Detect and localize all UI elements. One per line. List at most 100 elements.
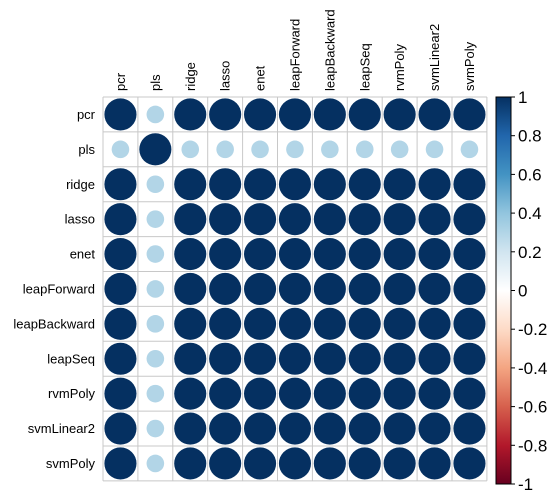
cell-svmPoly-pls (146, 454, 165, 473)
cell-pcr-leapForward (278, 98, 312, 131)
cell-pcr-lasso (209, 98, 242, 131)
cell-leapForward-pcr (104, 272, 137, 306)
cell-leapSeq-ridge (174, 342, 207, 375)
cell-pcr-pcr (104, 98, 137, 131)
row-label-lasso: lasso (65, 212, 95, 227)
cell-enet-lasso (209, 237, 242, 271)
cell-leapBackward-leapBackward (313, 307, 346, 340)
cell-enet-leapSeq (348, 237, 381, 271)
col-label-pcr: pcr (113, 72, 128, 91)
cell-ridge-enet (243, 168, 277, 201)
colorbar-tick-label: 0.4 (518, 204, 542, 223)
cell-pls-ridge (181, 140, 200, 159)
col-label-svmLinear2: svmLinear2 (427, 24, 442, 91)
cell-leapSeq-leapForward (278, 342, 312, 375)
row-label-svmPoly: svmPoly (46, 456, 96, 471)
cell-enet-leapBackward (313, 237, 346, 271)
cell-leapSeq-pls (146, 349, 165, 368)
cell-rvmPoly-pls (146, 384, 165, 403)
cell-pls-leapSeq (355, 140, 374, 159)
color-legend: 1 0.8 0.6 0.4 0.2 0 -0.2 -0.4 -0.6 -0.8 -1 (495, 88, 547, 494)
cell-pcr-leapSeq (348, 98, 381, 131)
cell-leapBackward-ridge (174, 307, 207, 340)
cell-rvmPoly-pcr (104, 377, 137, 410)
cell-leapSeq-svmLinear2 (418, 342, 451, 375)
cell-pcr-rvmPoly (383, 98, 416, 131)
cell-enet-enet (243, 237, 277, 271)
cell-svmLinear2-svmLinear2 (418, 412, 451, 445)
cell-pls-svmLinear2 (425, 140, 444, 159)
cell-pcr-leapBackward (313, 98, 346, 131)
cell-svmLinear2-pls (146, 419, 165, 438)
colorbar-tick-label: -1 (518, 475, 533, 494)
cell-leapBackward-svmLinear2 (418, 307, 451, 340)
cell-svmPoly-enet (243, 447, 277, 480)
cell-leapForward-lasso (209, 272, 242, 306)
colorbar-tick-label: 0 (518, 282, 527, 301)
cell-rvmPoly-leapForward (278, 377, 312, 410)
colorbar-tick-label: -0.8 (518, 436, 547, 455)
colorbar-tick-label: 0.8 (518, 127, 542, 146)
cell-leapForward-leapBackward (313, 272, 346, 306)
colorbar-tick-label: 1 (518, 88, 527, 107)
cell-leapSeq-leapSeq (348, 342, 381, 375)
cell-pcr-enet (243, 98, 277, 131)
colorbar-tick-label: 0.6 (518, 165, 542, 184)
cell-pls-leapForward (286, 140, 304, 159)
col-label-ridge: ridge (183, 62, 198, 91)
row-label-pcr: pcr (77, 107, 96, 122)
cell-rvmPoly-lasso (209, 377, 242, 410)
cell-svmPoly-pcr (104, 447, 137, 480)
cell-enet-rvmPoly (383, 237, 416, 271)
cell-leapForward-leapForward (278, 272, 312, 306)
cell-pls-rvmPoly (390, 140, 409, 159)
cell-svmPoly-svmLinear2 (418, 447, 451, 480)
column-labels: pcr pls ridge lasso enet leapForward leapBackw… (113, 9, 477, 91)
cell-rvmPoly-leapBackward (313, 377, 346, 410)
cell-svmPoly-leapBackward (313, 447, 346, 480)
cell-leapForward-leapSeq (348, 272, 381, 306)
col-label-svmPoly: svmPoly (462, 41, 477, 91)
row-label-leapSeq: leapSeq (47, 351, 95, 366)
colorbar-gradient (495, 96, 512, 485)
cell-ridge-leapSeq (348, 168, 381, 201)
cell-leapBackward-leapForward (278, 307, 312, 340)
row-label-leapBackward: leapBackward (13, 316, 95, 331)
colorbar-tick-label: -0.6 (518, 398, 547, 417)
cell-svmLinear2-enet (243, 412, 277, 445)
cell-leapSeq-rvmPoly (383, 342, 416, 375)
cell-enet-ridge (174, 237, 207, 271)
cell-lasso-leapForward (278, 203, 312, 236)
cell-svmLinear2-rvmPoly (383, 412, 416, 445)
col-label-lasso: lasso (218, 61, 233, 91)
cell-ridge-rvmPoly (383, 168, 416, 201)
cell-leapBackward-leapSeq (348, 307, 381, 340)
cell-leapBackward-pls (146, 315, 165, 333)
cell-lasso-pls (146, 210, 165, 228)
cell-lasso-rvmPoly (383, 203, 416, 236)
cell-enet-pcr (104, 237, 137, 271)
colorbar-tick-label: 0.2 (518, 243, 542, 262)
grid (102, 96, 488, 482)
correlation-circles (104, 98, 486, 480)
row-labels: pcr pls ridge lasso enet leapForward leapBackw… (13, 107, 95, 471)
cell-rvmPoly-rvmPoly (383, 377, 416, 410)
cell-rvmPoly-svmLinear2 (418, 377, 451, 410)
cell-pls-enet (251, 140, 269, 159)
cell-rvmPoly-leapSeq (348, 377, 381, 410)
cell-leapSeq-pcr (104, 342, 137, 375)
cell-leapBackward-pcr (104, 307, 137, 340)
row-label-pls: pls (78, 142, 95, 157)
row-label-leapForward: leapForward (23, 281, 95, 296)
cell-lasso-lasso (209, 203, 242, 236)
cell-leapBackward-svmPoly (453, 307, 486, 340)
cell-leapSeq-leapBackward (313, 342, 346, 375)
cell-svmLinear2-leapForward (278, 412, 312, 445)
cell-leapForward-svmLinear2 (418, 272, 451, 306)
cell-pcr-ridge (174, 98, 207, 131)
cell-ridge-leapBackward (313, 168, 346, 201)
cell-lasso-pcr (104, 203, 137, 236)
cell-svmPoly-leapForward (278, 447, 312, 480)
col-label-leapSeq: leapSeq (357, 43, 372, 91)
cell-leapForward-rvmPoly (383, 272, 416, 306)
